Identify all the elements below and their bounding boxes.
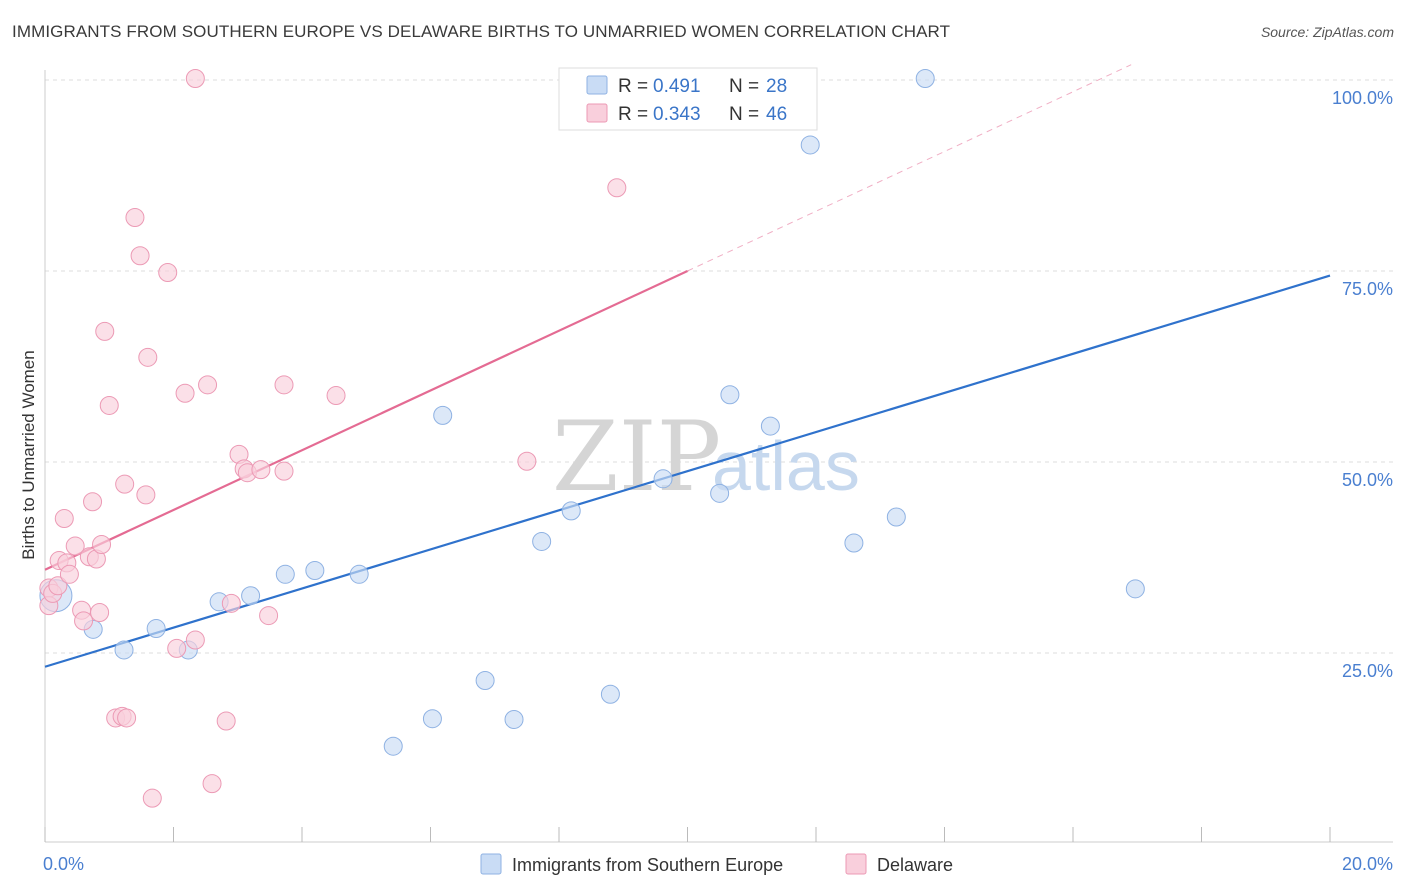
scatter-point-blue bbox=[349, 564, 369, 584]
scatter-point-blue bbox=[275, 564, 295, 584]
scatter-points bbox=[39, 68, 1145, 808]
legend-r-value-pink: 0.343 bbox=[653, 104, 701, 125]
scatter-point-blue bbox=[720, 385, 740, 405]
y-axis-title: Births to Unmarried Women bbox=[19, 350, 38, 559]
y-tick-label: 25.0% bbox=[1342, 661, 1393, 681]
scatter-point-blue bbox=[146, 619, 166, 639]
scatter-point-blue bbox=[600, 684, 620, 704]
x-tick-labels: 0.0% 20.0% bbox=[43, 854, 1393, 874]
scatter-point-pink bbox=[274, 375, 294, 395]
scatter-point-blue bbox=[305, 560, 325, 580]
y-tick-labels: 25.0% 50.0% 75.0% 100.0% bbox=[1332, 88, 1393, 681]
scatter-point-pink bbox=[54, 509, 74, 529]
trend-line-extension-pink bbox=[687, 64, 1132, 272]
watermark-atlas: atlas bbox=[712, 427, 860, 505]
scatter-point-pink bbox=[65, 536, 85, 556]
trend-line-pink bbox=[44, 270, 688, 571]
scatter-point-pink bbox=[48, 576, 68, 596]
y-tick-label: 50.0% bbox=[1342, 470, 1393, 490]
scatter-point-pink bbox=[175, 383, 195, 403]
chart-title: IMMIGRANTS FROM SOUTHERN EUROPE VS DELAW… bbox=[12, 22, 951, 41]
scatter-point-pink bbox=[167, 638, 187, 658]
scatter-point-pink bbox=[59, 564, 79, 584]
scatter-point-pink bbox=[83, 492, 103, 512]
scatter-point-blue bbox=[114, 640, 134, 660]
scatter-point-pink bbox=[326, 386, 346, 406]
scatter-point-pink bbox=[117, 708, 137, 728]
trend-line-blue bbox=[44, 274, 1331, 668]
legend-n-label-blue: N = bbox=[729, 76, 759, 97]
bottom-legend-swatch-blue bbox=[480, 853, 502, 875]
scatter-point-pink bbox=[216, 711, 236, 731]
scatter-point-pink bbox=[202, 774, 222, 794]
x-tick-label: 20.0% bbox=[1342, 854, 1393, 874]
scatter-point-pink bbox=[251, 460, 271, 480]
legend: R = 0.491 N = 28 R = 0.343 N = 46 bbox=[558, 67, 818, 131]
scatter-point-pink bbox=[130, 246, 150, 266]
scatter-point-blue bbox=[504, 709, 524, 729]
scatter-point-pink bbox=[274, 461, 294, 481]
scatter-point-blue bbox=[653, 469, 673, 489]
trend-lines bbox=[44, 64, 1331, 668]
y-tick-label: 75.0% bbox=[1342, 279, 1393, 299]
scatter-point-pink bbox=[99, 395, 119, 415]
scatter-point-blue bbox=[433, 405, 453, 425]
source-label: Source: ZipAtlas.com bbox=[1260, 24, 1394, 40]
scatter-point-pink bbox=[136, 485, 156, 505]
axes bbox=[44, 70, 1393, 843]
scatter-point-blue bbox=[844, 533, 864, 553]
legend-r-label-pink: R = bbox=[618, 104, 648, 125]
scatter-point-blue bbox=[760, 416, 780, 436]
scatter-point-pink bbox=[138, 347, 158, 367]
scatter-point-blue bbox=[710, 483, 730, 503]
scatter-point-pink bbox=[95, 321, 115, 341]
legend-swatch-blue bbox=[586, 75, 608, 95]
watermark: ZIP atlas bbox=[552, 401, 860, 513]
x-tick-label: 0.0% bbox=[43, 854, 84, 874]
y-tick-label: 100.0% bbox=[1332, 88, 1393, 108]
scatter-point-pink bbox=[185, 68, 205, 88]
scatter-point-blue bbox=[422, 709, 442, 729]
scatter-point-blue bbox=[383, 736, 403, 756]
scatter-point-blue bbox=[241, 586, 261, 606]
legend-r-value-blue: 0.491 bbox=[653, 76, 701, 97]
scatter-point-blue bbox=[475, 671, 495, 691]
bottom-legend-swatch-pink bbox=[845, 853, 867, 875]
legend-n-label-pink: N = bbox=[729, 104, 759, 125]
bottom-legend: Immigrants from Southern Europe Delaware bbox=[480, 853, 953, 875]
legend-swatch-pink bbox=[586, 103, 608, 123]
scatter-point-pink bbox=[198, 375, 218, 395]
legend-r-label-blue: R = bbox=[618, 76, 648, 97]
scatter-point-pink bbox=[259, 606, 279, 626]
scatter-point-blue bbox=[1125, 579, 1145, 599]
scatter-point-blue bbox=[561, 501, 581, 521]
scatter-point-pink bbox=[221, 593, 241, 613]
gridlines bbox=[45, 79, 1393, 654]
scatter-point-pink bbox=[142, 788, 162, 808]
scatter-point-blue bbox=[915, 68, 935, 88]
legend-n-value-pink: 46 bbox=[766, 104, 787, 125]
scatter-point-pink bbox=[115, 474, 135, 494]
scatter-point-pink bbox=[125, 208, 145, 228]
scatter-point-pink bbox=[158, 263, 178, 283]
bottom-legend-label-pink: Delaware bbox=[877, 855, 953, 875]
scatter-point-pink bbox=[90, 603, 110, 623]
scatter-point-blue bbox=[532, 531, 552, 551]
watermark-zip: ZIP bbox=[552, 401, 721, 513]
scatter-point-pink bbox=[92, 535, 112, 555]
scatter-point-pink bbox=[74, 611, 94, 631]
bottom-legend-label-blue: Immigrants from Southern Europe bbox=[512, 855, 783, 875]
scatter-point-blue bbox=[800, 135, 820, 155]
scatter-point-pink bbox=[607, 178, 627, 198]
scatter-point-pink bbox=[517, 451, 537, 471]
legend-n-value-blue: 28 bbox=[766, 76, 787, 97]
scatter-point-blue bbox=[886, 507, 906, 527]
scatter-point-pink bbox=[185, 630, 205, 650]
